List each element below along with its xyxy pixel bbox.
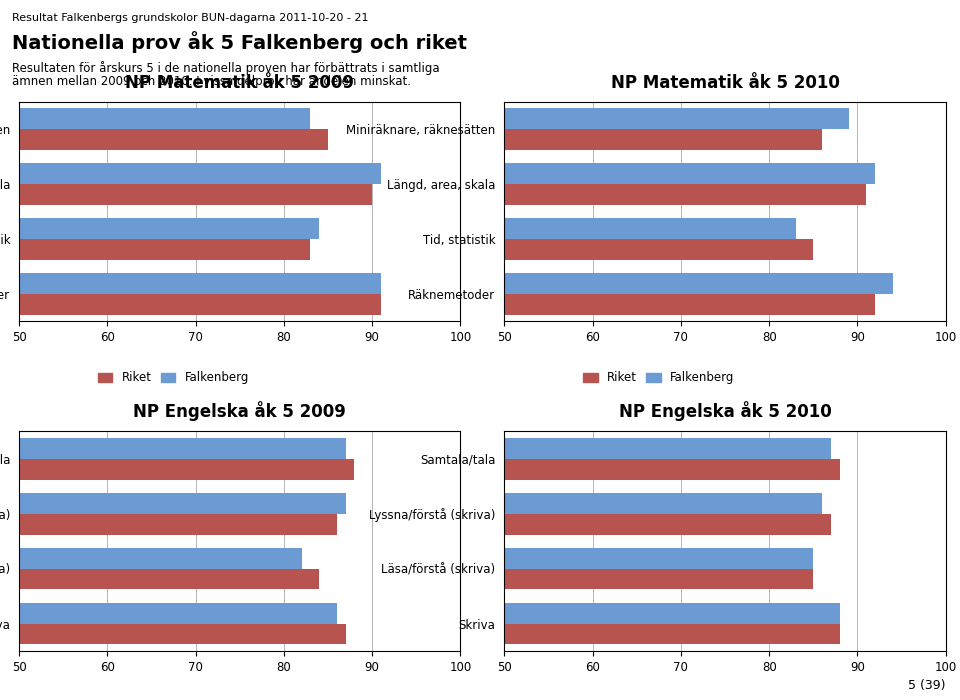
Bar (63, 514, 831, 535)
Bar (63, 624, 840, 645)
Title: NP Matematik åk 5 2009: NP Matematik åk 5 2009 (125, 74, 354, 92)
Bar (0, 163, 381, 184)
Bar (0, 458, 354, 480)
Bar (63, 458, 840, 480)
Bar (63, 239, 813, 260)
Bar (63, 273, 893, 294)
Bar (63, 218, 796, 239)
Bar (0, 438, 346, 458)
Bar (0, 184, 372, 205)
Bar (63, 163, 875, 184)
Legend: Riket, Falkenberg: Riket, Falkenberg (579, 696, 739, 700)
Bar (0, 218, 319, 239)
Legend: Riket, Falkenberg: Riket, Falkenberg (93, 696, 253, 700)
Bar (63, 547, 813, 568)
Bar (0, 514, 337, 535)
Bar (63, 438, 831, 458)
Text: Resultat Falkenbergs grundskolor BUN-dagarna 2011-10-20 - 21: Resultat Falkenbergs grundskolor BUN-dag… (12, 13, 368, 22)
Title: NP Engelska åk 5 2009: NP Engelska åk 5 2009 (133, 401, 347, 421)
Legend: Riket, Falkenberg: Riket, Falkenberg (93, 367, 253, 389)
Bar (63, 184, 866, 205)
Bar (0, 129, 328, 150)
Text: ämnen mellan 2009 och 2010. I vissa delprov har andelen minskat.: ämnen mellan 2009 och 2010. I vissa delp… (12, 75, 411, 88)
Bar (0, 493, 346, 514)
Legend: Riket, Falkenberg: Riket, Falkenberg (579, 367, 739, 389)
Bar (63, 603, 840, 624)
Bar (63, 568, 813, 589)
Title: NP Matematik åk 5 2010: NP Matematik åk 5 2010 (611, 74, 839, 92)
Bar (0, 273, 381, 294)
Bar (0, 239, 310, 260)
Bar (0, 568, 319, 589)
Bar (0, 547, 301, 568)
Text: Resultaten för årskurs 5 i de nationella proven har förbättrats i samtliga: Resultaten för årskurs 5 i de nationella… (12, 61, 439, 75)
Bar (63, 129, 822, 150)
Bar (63, 108, 849, 129)
Text: 5 (39): 5 (39) (908, 678, 946, 692)
Title: NP Engelska åk 5 2010: NP Engelska åk 5 2010 (618, 401, 831, 421)
Text: Nationella prov åk 5 Falkenberg och riket: Nationella prov åk 5 Falkenberg och rike… (12, 32, 467, 53)
Bar (0, 294, 381, 315)
Bar (0, 624, 346, 645)
Bar (63, 294, 875, 315)
Bar (63, 493, 822, 514)
Bar (0, 603, 337, 624)
Bar (0, 108, 310, 129)
